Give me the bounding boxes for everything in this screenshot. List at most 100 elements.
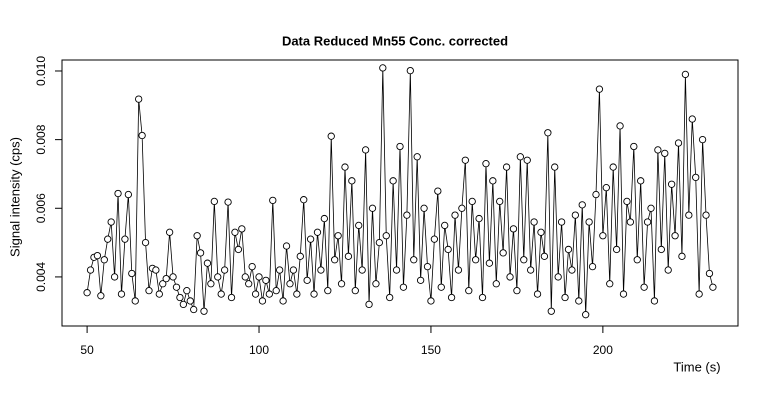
data-point <box>382 232 390 240</box>
data-point <box>262 276 270 285</box>
data-point <box>502 163 511 171</box>
data-point <box>379 64 387 72</box>
data-point <box>176 293 184 302</box>
data-point <box>692 173 700 182</box>
data-point <box>293 290 301 298</box>
data-point <box>667 180 676 188</box>
data-point <box>375 238 384 247</box>
data-point <box>203 259 212 267</box>
data-point <box>399 283 408 291</box>
data-point <box>86 266 95 274</box>
y-tick-label: 0.006 <box>34 193 48 223</box>
data-point <box>485 259 494 267</box>
data-point <box>152 266 160 274</box>
data-point <box>179 300 188 309</box>
data-point <box>537 228 545 236</box>
data-point <box>612 245 621 254</box>
data-point <box>210 197 218 206</box>
data-point <box>623 197 631 206</box>
data-point <box>276 266 284 274</box>
data-point <box>200 307 208 315</box>
data-point <box>533 290 542 298</box>
data-point <box>595 85 604 93</box>
data-point <box>585 218 593 226</box>
data-point <box>331 256 339 264</box>
data-point <box>451 211 459 219</box>
data-point <box>341 163 349 171</box>
data-point <box>272 286 280 295</box>
data-point <box>300 196 308 204</box>
data-point <box>530 218 538 226</box>
data-point <box>709 283 717 291</box>
data-point <box>159 280 167 288</box>
data-point <box>513 286 521 295</box>
data-point <box>368 204 377 212</box>
data-point <box>441 221 449 230</box>
data-point <box>544 129 552 137</box>
data-point <box>619 290 628 298</box>
data-point <box>705 269 714 278</box>
data-point <box>131 297 139 305</box>
x-tick-label: 200 <box>593 343 613 357</box>
data-point <box>169 273 177 281</box>
data-point <box>234 245 243 254</box>
data-point <box>551 163 559 171</box>
data-point <box>650 297 659 305</box>
data-point <box>657 245 665 254</box>
data-point <box>630 142 638 151</box>
data-point <box>423 262 432 271</box>
data-point <box>351 286 359 295</box>
data-point <box>647 204 655 212</box>
data-point <box>145 286 153 295</box>
data-point <box>523 156 531 164</box>
data-point <box>506 273 514 281</box>
data-point <box>231 228 239 236</box>
data-point <box>361 146 370 154</box>
data-point <box>499 249 507 257</box>
data-point <box>447 293 456 302</box>
data-point <box>217 290 225 298</box>
data-point <box>121 235 129 243</box>
data-point <box>138 131 146 140</box>
data-point <box>661 149 669 158</box>
data-point <box>568 266 576 274</box>
data-point <box>245 280 253 288</box>
data-point <box>265 290 273 298</box>
data-point <box>478 293 487 302</box>
data-point <box>564 245 573 254</box>
data-point <box>227 293 236 302</box>
data-point <box>186 297 194 305</box>
data-point <box>416 276 425 285</box>
data-point <box>289 266 298 274</box>
data-point <box>606 280 614 288</box>
data-point <box>698 135 707 144</box>
data-point <box>527 266 535 274</box>
data-point <box>582 311 590 319</box>
data-point <box>248 262 256 271</box>
data-point <box>489 177 497 185</box>
data-point <box>475 214 483 223</box>
data-point <box>220 266 229 274</box>
data-point <box>224 198 232 206</box>
data-point <box>496 197 504 206</box>
data-point <box>392 266 401 274</box>
data-point <box>310 290 318 298</box>
data-point <box>317 266 325 274</box>
data-point <box>286 280 294 288</box>
data-point <box>578 201 586 209</box>
data-point <box>135 95 143 103</box>
data-point <box>664 266 672 274</box>
data-point <box>599 232 607 240</box>
y-tick-label: 0.010 <box>34 56 48 86</box>
data-point <box>128 269 136 278</box>
data-point <box>396 142 404 151</box>
data-point <box>640 283 648 291</box>
data-point <box>509 225 518 233</box>
x-tick-label: 150 <box>421 343 441 357</box>
data-point <box>251 290 260 298</box>
chart-title: Data Reduced Mn55 Conc. corrected <box>282 33 508 48</box>
data-point <box>193 232 201 240</box>
data-point <box>110 273 119 281</box>
data-point <box>348 177 356 185</box>
x-tick-label: 50 <box>80 343 94 357</box>
